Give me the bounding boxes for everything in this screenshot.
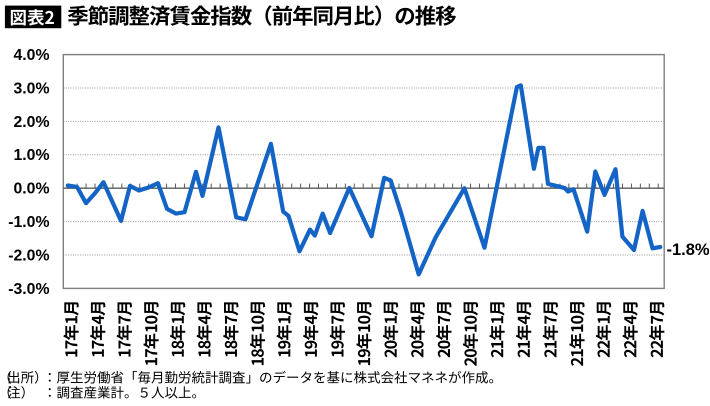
- svg-text:-1.0%: -1.0%: [8, 214, 49, 231]
- svg-text:-2.0%: -2.0%: [8, 247, 49, 264]
- svg-text:1.0%: 1.0%: [13, 147, 49, 164]
- svg-text:-3.0%: -3.0%: [8, 281, 49, 298]
- svg-text:2.0%: 2.0%: [13, 114, 49, 131]
- svg-text:4.0%: 4.0%: [13, 47, 49, 64]
- svg-text:3.0%: 3.0%: [13, 80, 49, 97]
- svg-text:0.0%: 0.0%: [13, 181, 49, 198]
- svg-text:-1.8%: -1.8%: [667, 241, 710, 259]
